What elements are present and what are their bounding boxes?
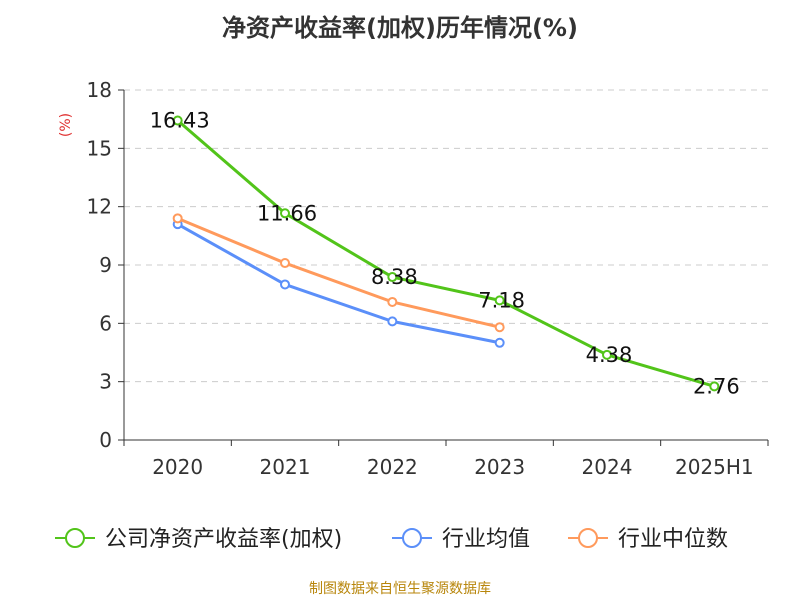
x-tick-label: 2021 xyxy=(260,455,311,479)
y-tick-label: 0 xyxy=(99,428,112,452)
gridlines xyxy=(124,89,768,383)
y-axis-label: (%) xyxy=(58,113,74,137)
y-tick-label: 3 xyxy=(99,370,112,394)
data-point[interactable] xyxy=(709,381,720,392)
data-label: 8.38 xyxy=(371,265,418,289)
data-point[interactable] xyxy=(172,213,183,224)
x-tick-label: 2024 xyxy=(582,455,633,479)
data-point[interactable] xyxy=(494,322,505,333)
data-label: 7.18 xyxy=(478,288,525,312)
legend-marker xyxy=(65,528,85,548)
data-labels: 16.43 11.66 8.38 7.18 4.38 2.76 xyxy=(150,109,740,399)
legend-label: 行业中位数 xyxy=(618,527,728,552)
data-point[interactable] xyxy=(172,115,183,126)
y-tick-label: 6 xyxy=(99,311,112,335)
chart-title: 净资产收益率(加权)历年情况(%) xyxy=(222,14,578,42)
data-label: 4.38 xyxy=(586,343,633,367)
data-point[interactable] xyxy=(387,272,398,283)
legend-marker xyxy=(402,528,422,548)
data-point[interactable] xyxy=(280,208,290,219)
y-tick-label: 18 xyxy=(87,78,112,102)
source-note: 制图数据来自恒生聚源数据库 xyxy=(309,581,491,597)
data-label: 16.43 xyxy=(150,109,210,133)
data-point[interactable] xyxy=(387,296,398,307)
legend-marker xyxy=(578,528,598,548)
legend-item[interactable]: 公司净资产收益率(加权) xyxy=(55,527,342,552)
data-label: 2.76 xyxy=(693,374,740,398)
legend[interactable]: 公司净资产收益率(加权) 行业均值 行业中位数 xyxy=(55,527,728,552)
y-tick-label: 9 xyxy=(99,253,112,277)
x-tick-label: 2020 xyxy=(152,455,203,479)
legend-label: 公司净资产收益率(加权) xyxy=(105,527,342,552)
axes: 0 3 6 9 12 15 18 2020 2021 2022 2023 2024 2025H1 (%) xyxy=(58,78,769,479)
x-tick-label: 2023 xyxy=(474,455,525,479)
data-point[interactable] xyxy=(387,316,398,327)
series-line xyxy=(176,119,715,388)
y-tick-label: 15 xyxy=(87,136,112,160)
data-point[interactable] xyxy=(494,337,505,348)
series-lines xyxy=(172,115,720,392)
legend-label: 行业均值 xyxy=(442,527,530,552)
data-label: 11.66 xyxy=(257,201,317,225)
series-line xyxy=(177,216,501,329)
data-point[interactable] xyxy=(280,258,290,269)
y-tick-label: 12 xyxy=(87,195,112,219)
legend-item[interactable]: 行业均值 xyxy=(392,527,530,552)
x-tick-label: 2025H1 xyxy=(675,455,754,479)
x-tick-label: 2022 xyxy=(367,455,418,479)
data-point[interactable] xyxy=(494,295,505,306)
legend-item[interactable]: 行业中位数 xyxy=(568,527,728,552)
data-point[interactable] xyxy=(602,349,612,360)
series-line xyxy=(176,222,500,345)
data-point[interactable] xyxy=(280,279,290,290)
